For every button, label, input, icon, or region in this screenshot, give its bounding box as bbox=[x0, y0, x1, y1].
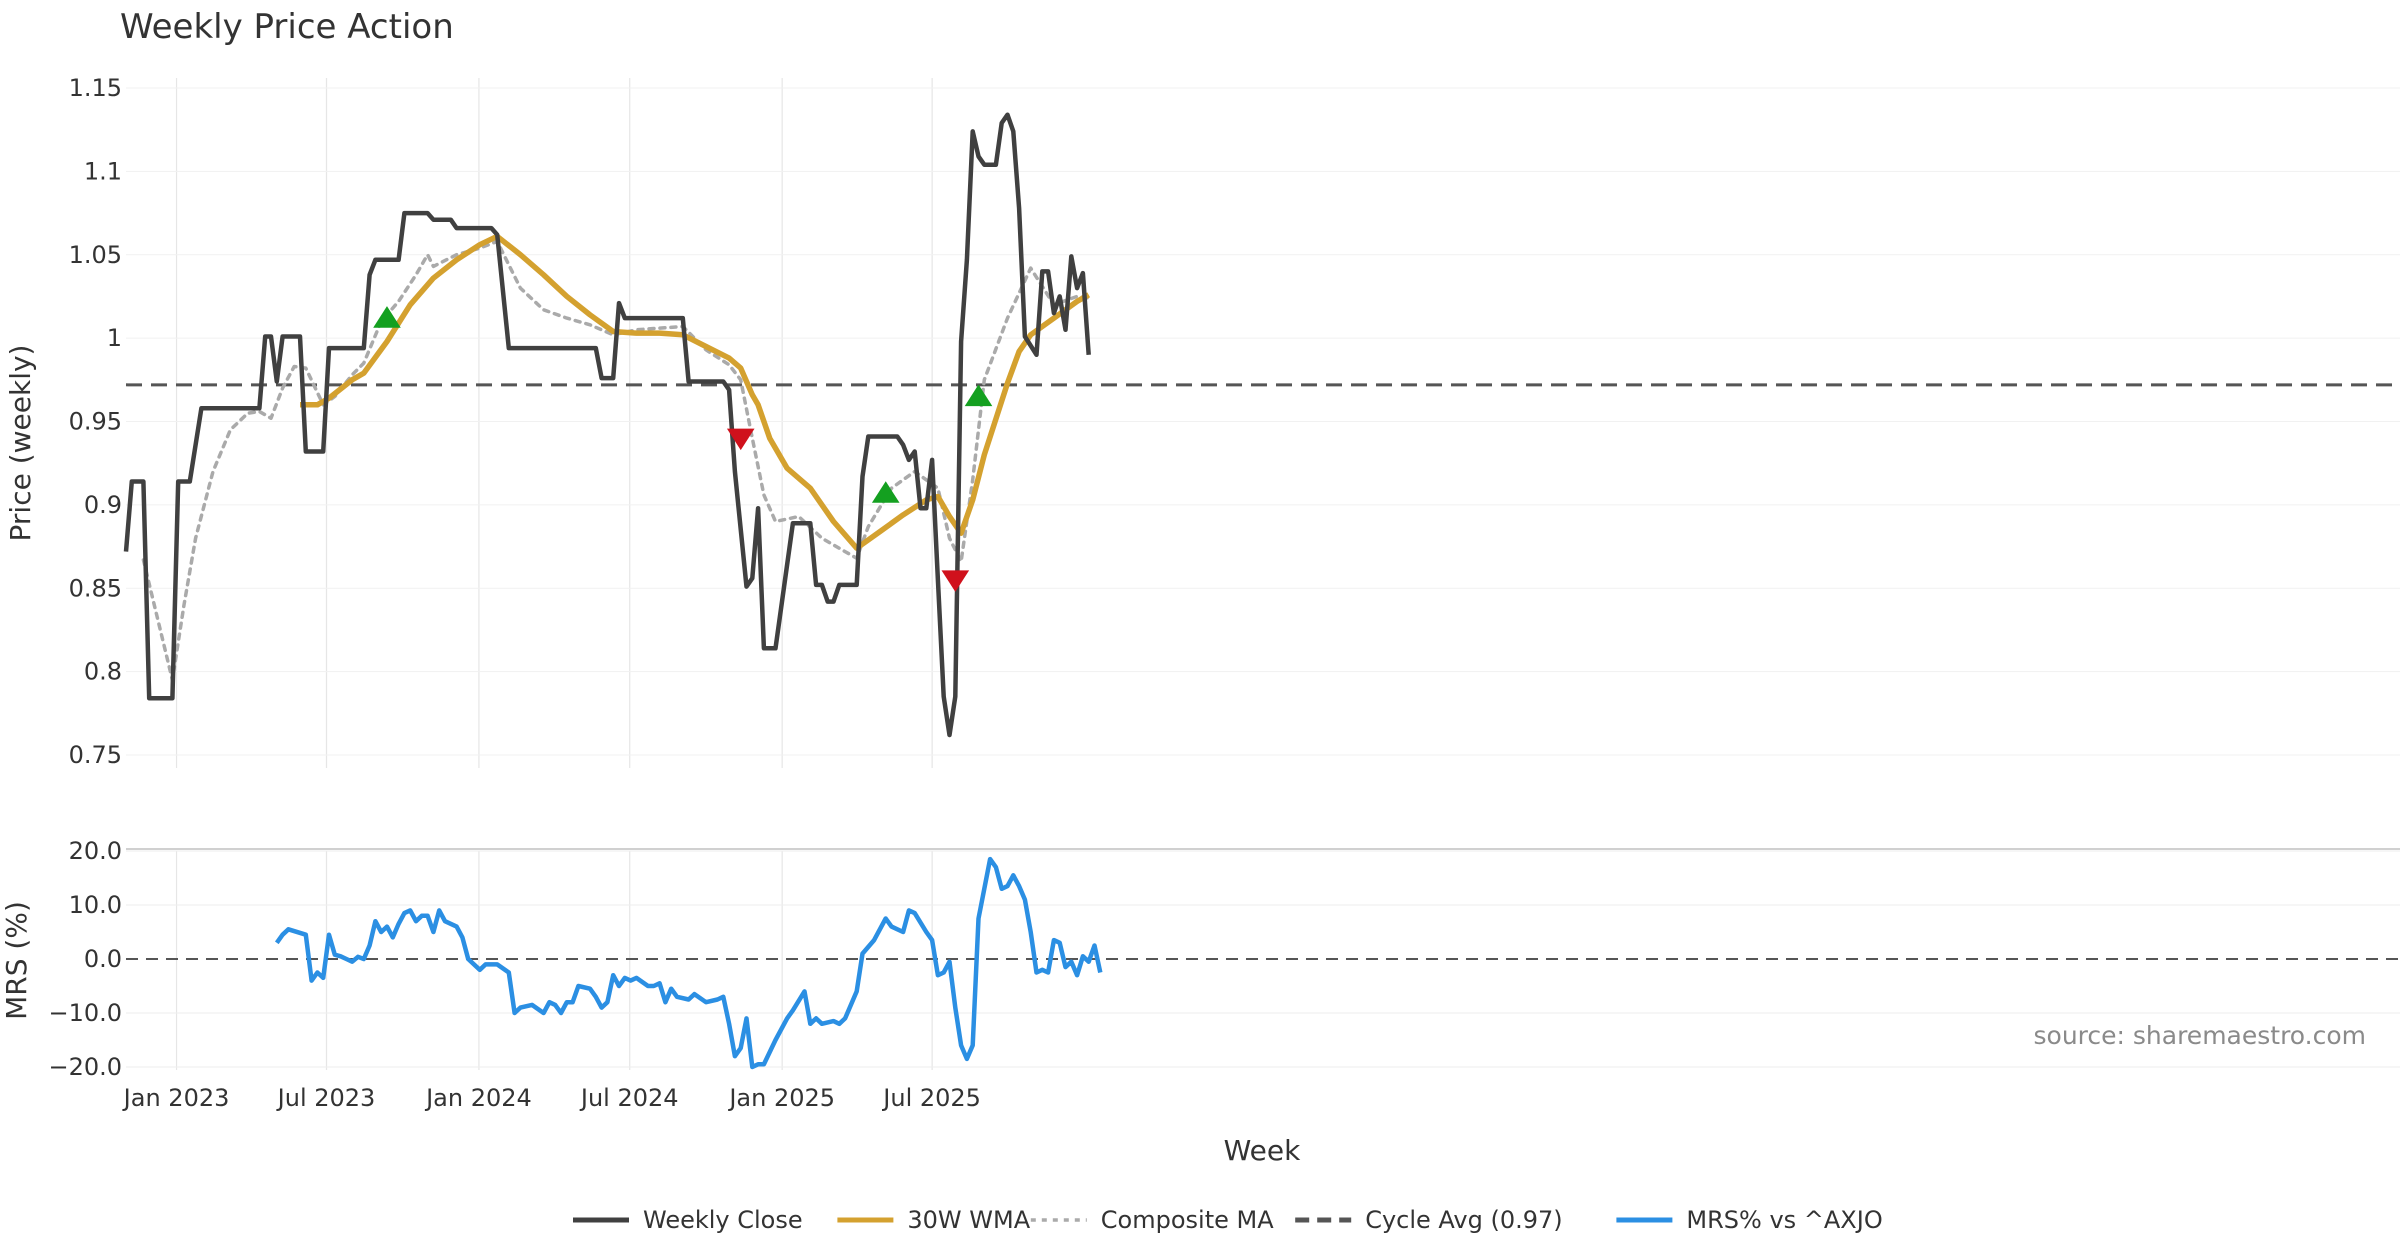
legend-label-mrs-vs-axjo: MRS% vs ^AXJO bbox=[1686, 1206, 1882, 1234]
x-tick-label: Jul 2023 bbox=[276, 1084, 376, 1112]
mrs-panel-series bbox=[274, 856, 1103, 1070]
x-tick-label: Jul 2025 bbox=[881, 1084, 981, 1112]
legend-label-weekly-close: Weekly Close bbox=[643, 1206, 803, 1234]
x-tick-label: Jan 2025 bbox=[727, 1084, 835, 1112]
buy-signal-marker bbox=[373, 306, 401, 328]
legend-label-30w-wma: 30W WMA bbox=[907, 1206, 1030, 1234]
price-y-tick-label: 0.9 bbox=[84, 491, 122, 519]
x-axis-title: Week bbox=[1224, 1134, 1301, 1167]
legend-label-composite-ma: Composite MA bbox=[1101, 1206, 1274, 1234]
x-tick-label: Jul 2024 bbox=[579, 1084, 679, 1112]
price-y-tick-label: 0.75 bbox=[69, 741, 122, 769]
price-y-tick-label: 0.8 bbox=[84, 658, 122, 686]
sell-signal-marker bbox=[941, 570, 970, 592]
buy-signal-marker bbox=[871, 481, 900, 503]
weekly-close-line bbox=[123, 112, 1091, 738]
price-y-tick-label: 1 bbox=[107, 324, 122, 352]
price-y-tick-label: 0.85 bbox=[69, 574, 122, 602]
composite-ma-line bbox=[141, 239, 1091, 682]
buy-signal-marker bbox=[964, 384, 993, 407]
mrs-axis-title: MRS (%) bbox=[0, 901, 33, 1020]
sell-signal-marker bbox=[726, 428, 755, 451]
source-note: source: sharemaestro.com bbox=[2034, 1021, 2367, 1050]
x-tick-label: Jan 2024 bbox=[424, 1084, 532, 1112]
signal-markers bbox=[373, 306, 993, 592]
chart-title: Weekly Price Action bbox=[120, 7, 454, 47]
axes: Jan 2023 Jul 2023 Jan 2024 Jul 2024 Jan 2025… bbox=[48, 74, 981, 1112]
30w-wma-line bbox=[300, 233, 1091, 551]
mrs-y-tick-label: 10.0 bbox=[69, 891, 122, 919]
price-y-tick-label: 0.95 bbox=[69, 408, 122, 436]
mrs-y-tick-label: 20.0 bbox=[69, 837, 122, 865]
mrs-panel-grid bbox=[126, 848, 2400, 1070]
x-tick-label: Jan 2023 bbox=[122, 1084, 230, 1112]
price-y-tick-label: 1.15 bbox=[69, 74, 122, 102]
price-axis-title: Price (weekly) bbox=[4, 345, 37, 542]
price-panel-grid bbox=[126, 78, 2400, 768]
price-y-tick-label: 1.05 bbox=[69, 241, 122, 269]
mrs-y-tick-label: −20.0 bbox=[48, 1053, 122, 1081]
mrs-y-tick-label: −10.0 bbox=[48, 999, 122, 1027]
mrs-y-tick-label: 0.0 bbox=[84, 945, 122, 973]
price-y-tick-label: 1.1 bbox=[84, 157, 122, 185]
price-panel-series bbox=[123, 112, 2400, 738]
legend-label-cycle-avg-0-97: Cycle Avg (0.97) bbox=[1365, 1206, 1562, 1234]
mrs-vs-axjo-line bbox=[274, 856, 1103, 1070]
legend: Weekly Close 30W WMA Composite MA Cycle Avg… bbox=[573, 1206, 1883, 1234]
